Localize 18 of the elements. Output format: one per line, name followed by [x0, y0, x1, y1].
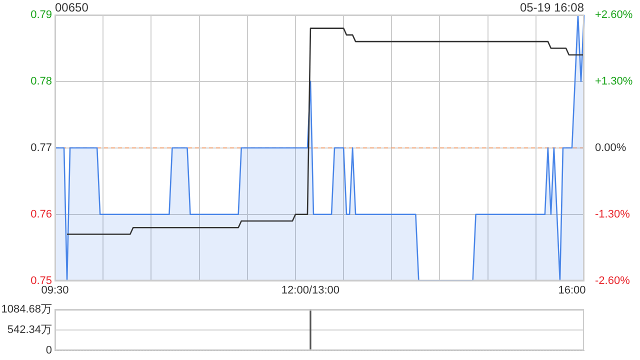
y-tick-label: 542.34万 [7, 324, 52, 336]
y-tick-label: 0.75 [30, 274, 52, 287]
chart-title: 00650 [55, 0, 89, 14]
y2-tick-label: -2.60% [595, 274, 630, 287]
y-tick-label: 0.78 [30, 75, 52, 88]
y2-tick-label: -1.30% [595, 208, 630, 220]
y-tick-label: 0.77 [30, 142, 52, 154]
y2-tick-label: +1.30% [595, 75, 633, 88]
y-tick-label: 0.79 [30, 9, 52, 22]
y2-tick-label: 0.00% [595, 142, 626, 154]
y2-tick-label: +2.60% [595, 9, 633, 22]
y-tick-label: 1084.68万 [1, 304, 52, 316]
chart-subtitle: 05-19 16:08 [520, 0, 584, 14]
x-tick-label: 09:30 [41, 284, 69, 296]
y-tick-label: 0 [46, 344, 52, 356]
x-tick-label: 16:00 [558, 284, 586, 296]
y-tick-label: 0.76 [30, 208, 52, 220]
x-tick-label: 12:00/13:00 [281, 284, 340, 296]
